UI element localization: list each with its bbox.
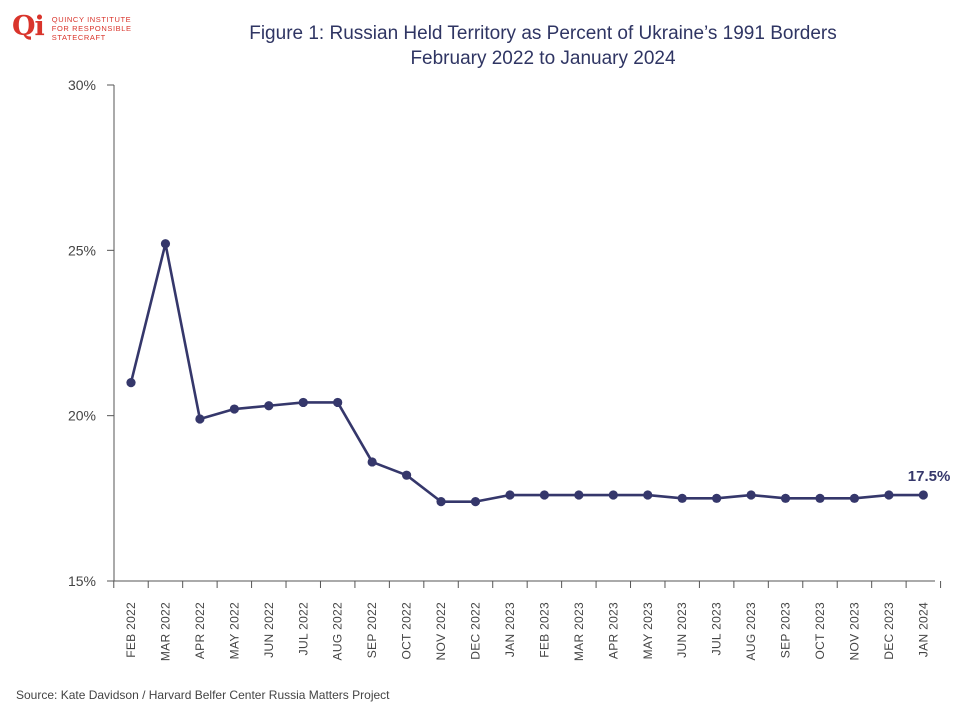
x-tick-label: APR 2023 (606, 602, 620, 659)
x-tick-label: SEP 2023 (779, 602, 793, 658)
logo-text: QUINCY INSTITUTE FOR RESPONSIBLE STATECR… (52, 14, 152, 42)
x-tick-label: MAY 2022 (227, 602, 241, 659)
data-point (815, 493, 825, 503)
chart-subtitle: February 2022 to January 2024 (410, 48, 676, 69)
data-point (539, 490, 550, 500)
data-point (333, 397, 343, 408)
data-point (505, 490, 515, 500)
x-tick-label: MAR 2022 (158, 602, 172, 661)
data-point (677, 493, 687, 503)
logo: Qi QUINCY INSTITUTE FOR RESPONSIBLE STAT… (12, 11, 152, 42)
x-axis-ticks: FEB 2022 MAR 2022 APR 2022 MAY 2022 JUN 2022… (113, 581, 942, 661)
y-tick-label: 25% (68, 242, 96, 258)
x-tick-label: DEC 2022 (469, 602, 483, 660)
x-tick-label: AUG 2023 (744, 602, 758, 660)
x-tick-label: OCT 2022 (400, 602, 414, 660)
data-point (712, 493, 722, 503)
data-point (367, 457, 377, 467)
data-point (746, 490, 756, 500)
x-tick-label: JUL 2023 (710, 602, 724, 655)
data-point (160, 239, 171, 249)
x-tick-label: MAY 2023 (641, 602, 655, 659)
x-tick-label: FEB 2022 (124, 602, 138, 658)
x-tick-label: APR 2022 (193, 602, 207, 659)
data-point (264, 401, 274, 411)
data-point (574, 490, 584, 500)
x-tick-label: FEB 2023 (537, 602, 551, 658)
series-line (129, 242, 924, 503)
source-note: Source: Kate Davidson / Harvard Belfer C… (16, 688, 390, 702)
x-tick-label: JUN 2022 (262, 602, 276, 658)
x-tick-label: AUG 2022 (331, 602, 345, 660)
data-point (608, 490, 618, 500)
logo-text-line-3: STATECRAFT (51, 33, 106, 42)
data-point (436, 497, 446, 507)
x-tick-label: JAN 2024 (916, 602, 930, 657)
x-tick-label: JUN 2023 (675, 602, 689, 658)
data-point (918, 490, 928, 500)
data-point (126, 378, 136, 388)
data-point (229, 404, 239, 414)
x-tick-label: MAR 2023 (572, 602, 586, 661)
y-tick-label: 15% (68, 573, 96, 589)
x-tick-label: SEP 2022 (365, 602, 379, 658)
x-tick-label: OCT 2023 (813, 602, 827, 660)
logo-mark: Qi (12, 11, 45, 42)
logo-text-line-1: QUINCY INSTITUTE (51, 15, 132, 24)
x-tick-label: DEC 2023 (882, 602, 896, 660)
x-tick-label: NOV 2023 (847, 602, 861, 660)
data-point (849, 493, 860, 503)
data-point (884, 490, 894, 500)
logo-text-line-2: FOR RESPONSIBLE (51, 24, 132, 33)
y-tick-label: 30% (68, 77, 96, 93)
data-point (195, 414, 205, 424)
data-point (780, 493, 791, 503)
x-tick-label: JAN 2023 (503, 602, 517, 657)
data-point (643, 490, 653, 500)
x-tick-label: JUL 2022 (296, 602, 310, 655)
y-tick-label: 20% (68, 408, 96, 424)
data-point (298, 397, 308, 408)
data-label: 17.5% (908, 468, 951, 485)
y-axis-ticks: 15% 20% 25% 30% (68, 77, 114, 589)
series-group (126, 239, 928, 507)
data-point (470, 497, 481, 507)
data-point (402, 470, 412, 480)
x-tick-label: NOV 2022 (434, 602, 448, 660)
annotations: 17.5% (908, 468, 951, 485)
chart-title: Figure 1: Russian Held Territory as Perc… (249, 23, 837, 44)
chart-axes (113, 85, 935, 582)
